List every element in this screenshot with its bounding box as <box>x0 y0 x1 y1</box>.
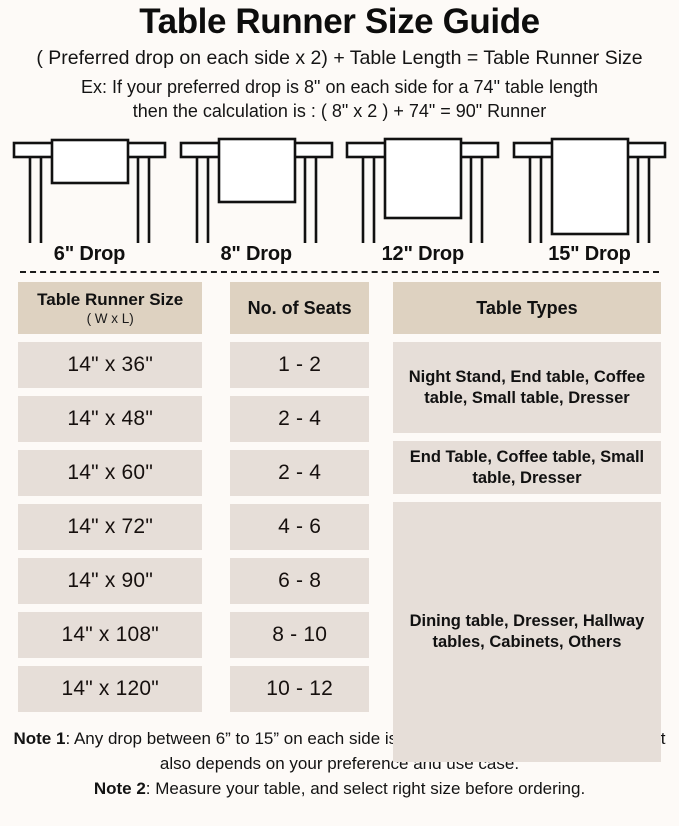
drop-label-12: 12" Drop <box>381 243 465 265</box>
header-no-of-seats: No. of Seats <box>230 282 369 334</box>
note-2: Note 2: Measure your table, and select r… <box>6 776 673 801</box>
header-title-types: Table Types <box>476 298 578 318</box>
header-title-main: Table Runner Size <box>37 289 184 309</box>
page-title: Table Runner Size Guide <box>139 2 540 41</box>
header: Table Runner Size Guide ( Preferred drop… <box>0 0 679 123</box>
diagram-15-drop: 15" Drop <box>508 135 671 265</box>
example-line-2: then the calculation is : ( 8" x 2 ) + 7… <box>132 101 547 121</box>
table-row: 1 - 2 <box>230 342 369 388</box>
table-row: 8 - 10 <box>230 612 369 658</box>
column-no-of-seats: No. of Seats 1 - 2 2 - 4 2 - 4 4 - 6 6 -… <box>230 282 369 720</box>
table-row: End Table, Coffee table, Small table, Dr… <box>392 441 661 494</box>
section-divider <box>20 271 659 273</box>
header-title-seats: No. of Seats <box>247 298 352 318</box>
table-row: 14" x 36" <box>18 342 203 388</box>
table-row: 10 - 12 <box>230 666 369 712</box>
column-table-types: Table Types Night Stand, End table, Coff… <box>392 282 661 770</box>
diagram-12-drop: 12" Drop <box>341 135 504 265</box>
drop-label-15: 15" Drop <box>548 243 631 265</box>
drop-label-8: 8" Drop <box>220 243 292 265</box>
table-runner-illustration-icon <box>346 137 500 243</box>
table-row: 2 - 4 <box>230 450 369 496</box>
table-runner-illustration-icon <box>12 138 167 243</box>
note-2-text: : Measure your table, and select right s… <box>145 779 586 798</box>
table-runner-illustration-icon <box>512 137 667 243</box>
drop-label-6: 6" Drop <box>53 243 126 265</box>
formula-text: ( Preferred drop on each side x 2) + Tab… <box>36 47 643 69</box>
header-table-runner-size: Table Runner Size ( W x L) <box>18 282 203 334</box>
table-runner-illustration-icon <box>179 137 333 243</box>
header-table-types: Table Types <box>392 282 661 334</box>
table-row: Night Stand, End table, Coffee table, Sm… <box>392 342 661 433</box>
diagram-8-drop: 8" Drop <box>175 135 338 265</box>
table-row: 14" x 120" <box>18 666 203 712</box>
note-1-label: Note 1 <box>13 729 66 748</box>
table-row: 6 - 8 <box>230 558 369 604</box>
table-row: Dining table, Dresser, Hallway tables, C… <box>392 502 661 762</box>
diagram-6-drop: 6" Drop <box>8 135 171 265</box>
column-table-runner-size: Table Runner Size ( W x L) 14" x 36" 14"… <box>18 282 203 720</box>
table-row: 14" x 60" <box>18 450 203 496</box>
note-2-label: Note 2 <box>93 779 146 798</box>
table-row: 2 - 4 <box>230 396 369 442</box>
table-row: 14" x 108" <box>18 612 203 658</box>
header-title-sub: ( W x L) <box>86 310 134 326</box>
table-row: 14" x 48" <box>18 396 203 442</box>
table-row: 4 - 6 <box>230 504 369 550</box>
drop-diagrams: 6" Drop 8" Drop 12" Drop <box>0 135 679 265</box>
size-table: Table Runner Size ( W x L) 14" x 36" 14"… <box>0 282 679 762</box>
table-row: 14" x 90" <box>18 558 203 604</box>
table-row: 14" x 72" <box>18 504 203 550</box>
example-line-1: Ex: If your preferred drop is 8" on each… <box>80 77 599 97</box>
